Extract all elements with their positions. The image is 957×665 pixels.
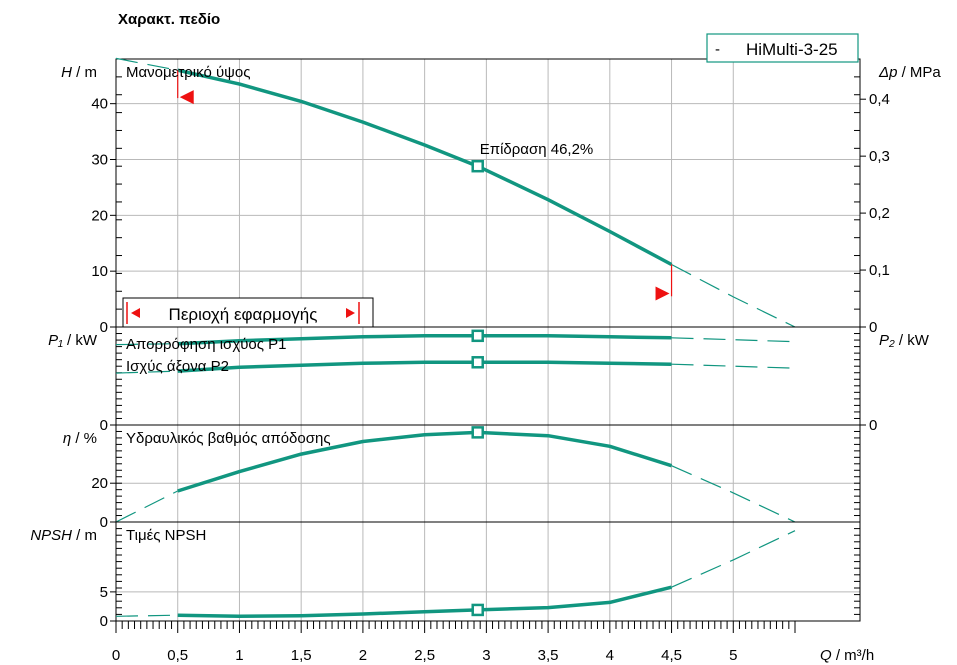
y-tick-label-right: 0,2 — [869, 205, 890, 222]
y-tick-label-left: 0 — [100, 514, 108, 531]
y-tick-label-left: 0 — [100, 417, 108, 434]
efficiency-annotation: Επίδραση 46,2% — [480, 141, 594, 158]
curve-label-p2: Ισχύς άξονα P2 — [126, 358, 229, 375]
duty-point-marker — [471, 426, 484, 439]
x-tick-label: 3 — [482, 647, 490, 664]
y-axis-label-left: NPSH / m — [30, 527, 97, 544]
series-efficiency-dashed-start — [115, 490, 178, 523]
legend-box — [706, 33, 859, 63]
x-axis-label-unit: / m³/h — [832, 647, 875, 664]
x-tick-label: 5 — [729, 647, 737, 664]
panel-efficiency — [110, 424, 861, 523]
series-p2-dashed-end — [671, 363, 796, 369]
panel-npsh — [110, 521, 861, 622]
panel-frame — [115, 521, 861, 622]
range-min-arrow — [179, 90, 194, 105]
operating-region-arrow-right — [346, 308, 355, 318]
duty-point-marker — [471, 603, 484, 617]
series-npsh-dashed-start — [115, 614, 178, 617]
y-tick-label-right: 0 — [869, 417, 877, 434]
y-tick-label-left: 20 — [91, 207, 108, 224]
y-tick-label-right: 0,3 — [869, 148, 890, 165]
x-axis-label: Q / m³/h — [820, 647, 874, 664]
curve-label-p1: Απορρόφηση ισχύος P1 — [126, 336, 286, 353]
x-tick-label: 2 — [359, 647, 367, 664]
y-axis-label-left-var: H — [61, 64, 72, 81]
panel-label-efficiency: Υδραυλικός βαθμός απόδοσης — [126, 430, 331, 447]
y-axis-label-left-var: η — [63, 430, 71, 447]
x-tick-label: 1 — [235, 647, 243, 664]
duty-point-marker — [471, 356, 484, 369]
y-axis-label-left: P₁ / kW — [48, 332, 98, 349]
legend-marker: - — [715, 41, 720, 58]
x-tick-label: 3,5 — [538, 647, 559, 664]
series-npsh-dashed-end — [671, 530, 796, 588]
range-max-arrow — [655, 286, 670, 301]
y-tick-label-left: 0 — [100, 613, 108, 630]
y-axis-label-left-unit: / m — [72, 527, 97, 544]
x-tick-label: 4,5 — [661, 647, 682, 664]
operating-region-arrow-left — [131, 308, 140, 318]
y-axis-label-left: H / m — [61, 64, 97, 81]
series-p2-solid — [177, 360, 672, 373]
y-tick-label-right: 0,4 — [869, 91, 890, 108]
y-axis-label-left-unit: / kW — [63, 332, 98, 349]
y-tick-label-left: 5 — [100, 584, 108, 601]
series-p1-dashed-start — [115, 343, 178, 346]
y-tick-label-left: 20 — [91, 475, 108, 492]
x-tick-label: 2,5 — [414, 647, 435, 664]
x-tick-label: 0 — [112, 647, 120, 664]
series-head-dashed-start — [115, 57, 178, 71]
x-tick-label: 4 — [606, 647, 614, 664]
y-axis-label-right-var: P₂ — [879, 332, 895, 349]
y-axis-label-right-unit: / MPa — [897, 64, 941, 81]
x-tick-label: 0,5 — [167, 647, 188, 664]
series-p1-dashed-end — [671, 337, 796, 343]
series-head-solid — [177, 68, 673, 267]
x-axis-label-var: Q — [820, 647, 832, 664]
y-tick-label-left: 10 — [91, 263, 108, 280]
y-axis-label-left-unit: / % — [71, 430, 97, 447]
series-efficiency-dashed-end — [671, 465, 796, 523]
series-head-dashed-end — [671, 263, 796, 328]
chart-title: Χαρακτ. πεδίο — [118, 11, 220, 28]
y-axis-label-right: P₂ / kW — [879, 332, 930, 349]
duty-point-marker — [471, 159, 484, 173]
panel-frame — [115, 58, 861, 328]
series-p1-solid — [177, 334, 672, 346]
series-npsh-solid — [177, 585, 672, 619]
y-tick-label-right: 0,1 — [869, 262, 890, 279]
y-axis-label-left: η / % — [63, 430, 97, 447]
operating-region-box — [122, 297, 374, 328]
y-tick-label-left: 0 — [100, 319, 108, 336]
y-axis-label-left-unit: / m — [72, 64, 97, 81]
panel-head — [110, 57, 866, 328]
series-p2-dashed-start — [115, 370, 178, 374]
y-axis-label-right-unit: / kW — [895, 332, 930, 349]
y-axis-label-left-var: NPSH — [30, 527, 72, 544]
y-axis-label-right: Δp / MPa — [878, 64, 941, 81]
duty-point-marker — [471, 329, 484, 343]
y-tick-label-left: 40 — [91, 96, 108, 113]
y-axis-label-left-var: P₁ — [48, 332, 63, 349]
y-axis-label-right-var: Δp — [878, 64, 897, 81]
legend-entry: HiMulti-3-25 — [746, 40, 838, 59]
panel-label-npsh: Τιμές NPSH — [126, 527, 206, 544]
y-tick-label-left: 30 — [91, 152, 108, 169]
operating-region-label: Περιοχή εφαρμογής — [169, 305, 318, 324]
panel-power — [110, 326, 866, 426]
x-tick-label: 1,5 — [291, 647, 312, 664]
series-efficiency-solid — [177, 430, 673, 493]
panel-label-head: Μανομετρικό ύψος — [126, 64, 250, 81]
y-tick-label-right: 0 — [869, 319, 877, 336]
